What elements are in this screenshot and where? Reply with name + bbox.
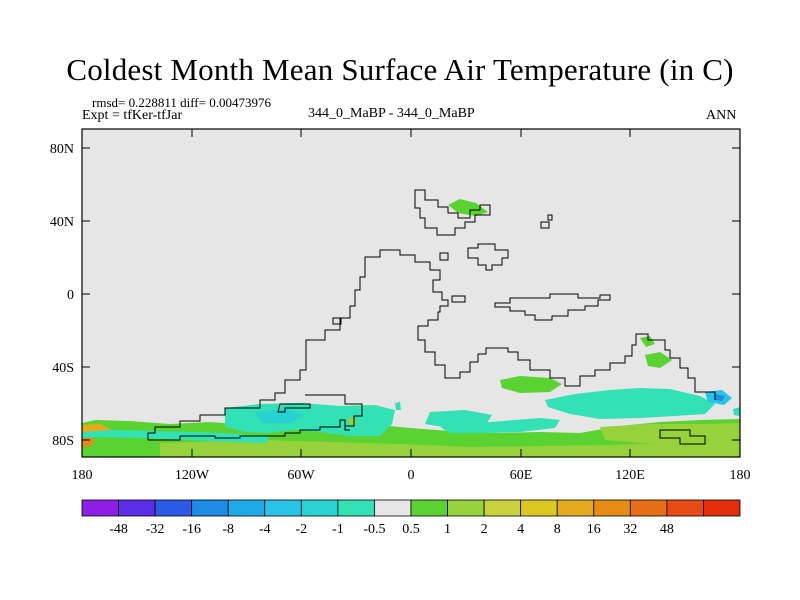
colorbar-swatch (227, 499, 266, 517)
lon-label-60w: 60W (287, 468, 315, 483)
expt-label: Expt = tfKer-tfJar (82, 108, 183, 123)
colorbar-label: 16 (587, 522, 601, 537)
colorbar-label: 32 (623, 522, 637, 537)
colorbar-label: 48 (660, 522, 674, 537)
lat-label-40n: 40N (50, 215, 74, 230)
colorbar-label: -48 (109, 522, 128, 537)
lat-label-40s: 40S (52, 361, 74, 376)
lon-label-120w: 120W (175, 468, 210, 483)
colorbar-label: 2 (481, 522, 488, 537)
colorbar-swatch (410, 499, 448, 517)
colorbar-swatch (374, 499, 412, 517)
colorbar-label: -16 (182, 522, 201, 537)
lon-label-0: 0 (408, 468, 415, 483)
season-label: ANN (706, 108, 737, 123)
chart-title: Coldest Month Mean Surface Air Temperatu… (66, 52, 734, 87)
colorbar-swatch (666, 499, 704, 517)
colorbar-swatch (447, 499, 485, 517)
colorbar-label: -0.5 (363, 522, 385, 537)
colorbar-label: -32 (146, 522, 165, 537)
colorbar-label: 8 (554, 522, 561, 537)
colorbar-label: -2 (295, 522, 307, 537)
colorbar-swatch (483, 499, 522, 517)
lon-label-60e: 60E (510, 468, 533, 483)
colorbar-label: 4 (517, 522, 524, 537)
colorbar-swatch (520, 499, 558, 517)
colorbar-label: -4 (259, 522, 271, 537)
colorbar-swatch (703, 499, 741, 517)
colorbar-swatch (337, 499, 375, 517)
colorbar-swatch (593, 499, 631, 517)
colorbar-label: 1 (444, 522, 451, 537)
experiment-pair-label: 344_0_MaBP - 344_0_MaBP (308, 106, 475, 121)
colorbar-swatch (191, 499, 229, 517)
colorbar: -48 -32 -16 -8 -4 -2 -1 -0.5 0.5 1 2 4 8 16 32 48 (81, 499, 741, 537)
lat-label-80n: 80N (50, 142, 74, 157)
lon-label-120e: 120E (615, 468, 645, 483)
colorbar-swatch (264, 499, 302, 517)
coastline-outlines (147, 189, 716, 445)
colorbar-swatch (154, 499, 193, 517)
colorbar-swatch (300, 499, 339, 517)
colorbar-swatch (629, 499, 668, 517)
anomaly-patches (82, 199, 740, 457)
colorbar-swatch (556, 499, 595, 517)
colorbar-label: 0.5 (402, 522, 420, 537)
colorbar-swatch (118, 499, 156, 517)
colorbar-label: -8 (222, 522, 234, 537)
colorbar-swatch (81, 499, 119, 517)
lon-label-180e: 180 (730, 468, 751, 483)
lat-label-0: 0 (67, 288, 74, 303)
colorbar-label: -1 (332, 522, 344, 537)
lat-label-80s: 80S (52, 434, 74, 449)
stats-line: rmsd= 0.228811 diff= 0.00473976 (92, 95, 271, 110)
axis-ticks (81, 129, 741, 457)
lon-label-180w: 180 (72, 468, 93, 483)
